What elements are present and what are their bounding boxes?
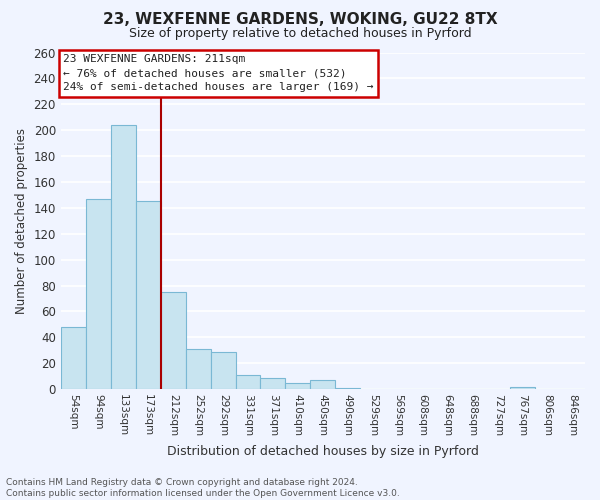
Y-axis label: Number of detached properties: Number of detached properties bbox=[15, 128, 28, 314]
Bar bbox=[236, 375, 260, 389]
Bar bbox=[111, 125, 136, 389]
Bar bbox=[286, 382, 310, 389]
Text: 23 WEXFENNE GARDENS: 211sqm
← 76% of detached houses are smaller (532)
24% of se: 23 WEXFENNE GARDENS: 211sqm ← 76% of det… bbox=[64, 54, 374, 92]
Bar bbox=[161, 292, 185, 389]
Bar bbox=[185, 349, 211, 389]
Bar bbox=[211, 352, 236, 389]
Bar bbox=[510, 386, 535, 389]
Bar bbox=[136, 202, 161, 389]
Bar bbox=[86, 199, 111, 389]
Bar bbox=[260, 378, 286, 389]
X-axis label: Distribution of detached houses by size in Pyrford: Distribution of detached houses by size … bbox=[167, 444, 479, 458]
Text: Contains HM Land Registry data © Crown copyright and database right 2024.
Contai: Contains HM Land Registry data © Crown c… bbox=[6, 478, 400, 498]
Bar bbox=[61, 327, 86, 389]
Bar bbox=[310, 380, 335, 389]
Bar bbox=[335, 388, 361, 389]
Text: Size of property relative to detached houses in Pyrford: Size of property relative to detached ho… bbox=[128, 28, 472, 40]
Text: 23, WEXFENNE GARDENS, WOKING, GU22 8TX: 23, WEXFENNE GARDENS, WOKING, GU22 8TX bbox=[103, 12, 497, 28]
